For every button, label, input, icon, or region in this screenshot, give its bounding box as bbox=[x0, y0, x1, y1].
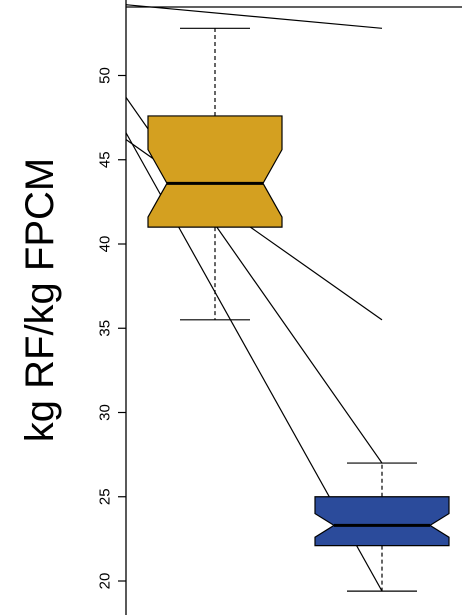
y-tick-label-50: 50 bbox=[96, 67, 113, 84]
box-1 bbox=[147, 27, 283, 321]
y-tick-label-20: 20 bbox=[96, 573, 113, 590]
y-tick-label-30: 30 bbox=[96, 404, 113, 421]
notched-box-1 bbox=[147, 115, 283, 228]
y-axis-label: kg RF/kg FPCM bbox=[18, 158, 62, 442]
notched-box-2 bbox=[314, 496, 450, 547]
box-2 bbox=[314, 462, 450, 592]
y-tick-label-45: 45 bbox=[96, 151, 113, 168]
y-tick-label-40: 40 bbox=[96, 236, 113, 253]
y-tick-label-25: 25 bbox=[96, 488, 113, 505]
y-tick-label-35: 35 bbox=[96, 320, 113, 337]
box-series bbox=[147, 27, 450, 592]
y-axis: 20 25 30 35 40 45 50 bbox=[96, 0, 462, 615]
connector-line-1 bbox=[125, 4, 383, 29]
